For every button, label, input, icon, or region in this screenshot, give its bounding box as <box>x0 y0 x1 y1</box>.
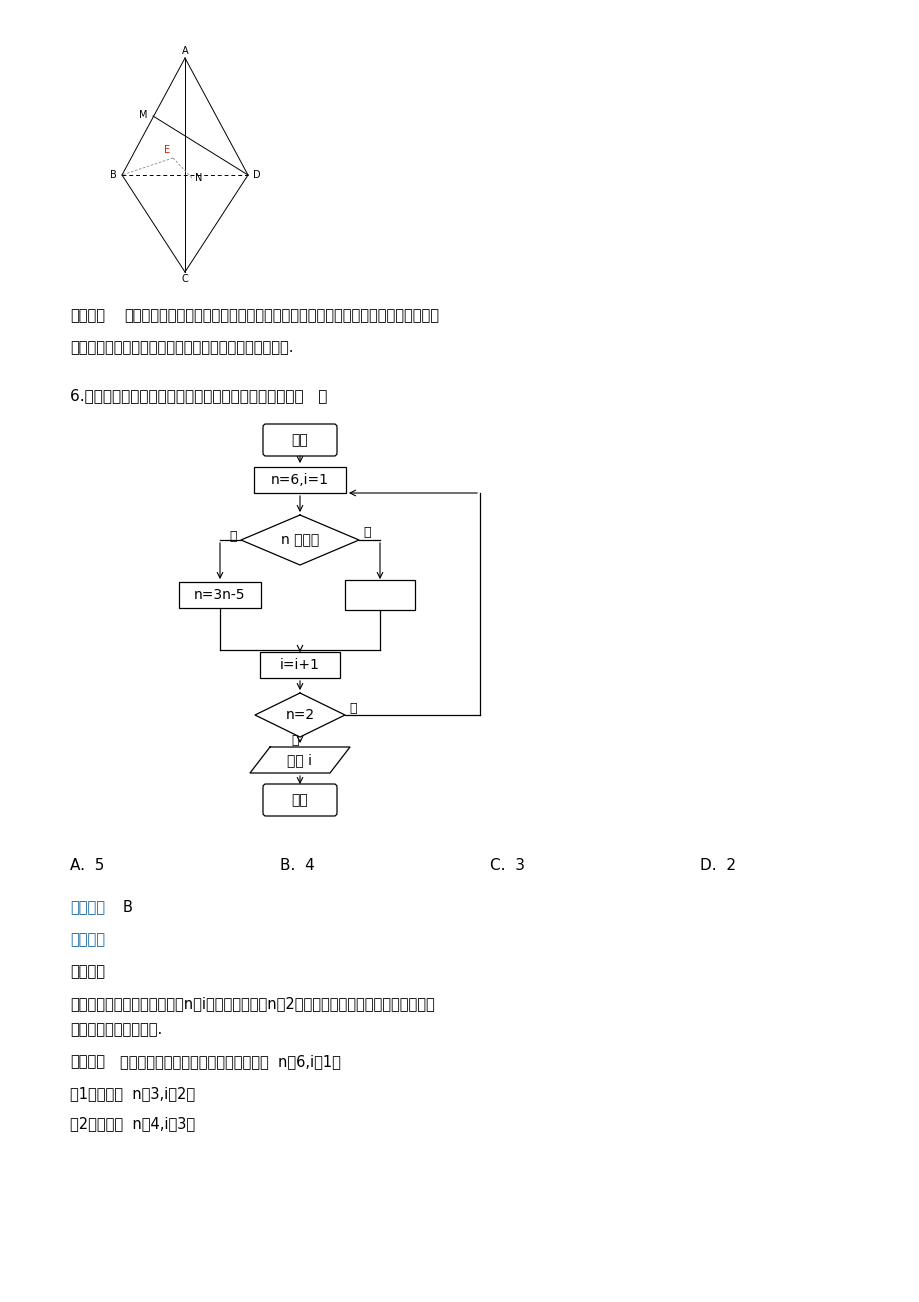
Text: E: E <box>164 145 170 155</box>
Text: n=3n-5: n=3n-5 <box>194 589 245 602</box>
Bar <box>345 579 414 611</box>
Text: 「解析」: 「解析」 <box>70 932 105 947</box>
Text: 2: 2 <box>383 595 391 608</box>
Bar <box>179 582 261 608</box>
Text: 输出 i: 输出 i <box>287 753 312 767</box>
Text: D: D <box>253 171 260 180</box>
Text: 「详解」: 「详解」 <box>70 1055 105 1069</box>
Text: 第1次循环：  n＝3,i＝2；: 第1次循环： n＝3,i＝2； <box>70 1086 195 1101</box>
Text: 出结果，即可得到答案.: 出结果，即可得到答案. <box>70 1022 162 1036</box>
Text: 关系，考查运算求解能力，考查数形结合思想，是基础题.: 关系，考查运算求解能力，考查数形结合思想，是基础题. <box>70 340 293 355</box>
FancyBboxPatch shape <box>263 784 336 816</box>
Text: C.  3: C. 3 <box>490 858 525 874</box>
FancyBboxPatch shape <box>263 424 336 456</box>
Text: A.  5: A. 5 <box>70 858 104 874</box>
Text: 6.若某程序框图如图所示，则该程序运行后输出的値是（   ）: 6.若某程序框图如图所示，则该程序运行后输出的値是（ ） <box>70 388 327 404</box>
Text: 模拟执行循环结构的程序得到n与i的値，计算得到n＝2时满足判断框的条件，退出循环，输: 模拟执行循环结构的程序得到n与i的値，计算得到n＝2时满足判断框的条件，退出循环… <box>70 996 435 1010</box>
Text: N: N <box>195 173 202 184</box>
Text: n: n <box>383 581 391 594</box>
Text: B: B <box>123 900 132 915</box>
Text: B: B <box>110 171 117 180</box>
Text: i=i+1: i=i+1 <box>279 658 320 672</box>
Polygon shape <box>255 693 345 737</box>
Text: 否: 否 <box>363 526 370 539</box>
Bar <box>254 467 346 493</box>
Text: 否: 否 <box>348 703 357 716</box>
Text: 开始: 开始 <box>291 434 308 447</box>
Text: A: A <box>181 46 188 56</box>
Polygon shape <box>241 516 358 565</box>
Text: 结束: 结束 <box>291 793 308 807</box>
Text: n=2: n=2 <box>285 708 314 723</box>
Text: 模拟执行循环结构的程序框图，可得：  n＝6,i＝1，: 模拟执行循环结构的程序框图，可得： n＝6,i＝1， <box>119 1055 341 1069</box>
Text: 是: 是 <box>291 734 299 747</box>
Text: n 是奇数: n 是奇数 <box>280 533 319 547</box>
Text: n=6,i=1: n=6,i=1 <box>271 473 329 487</box>
Polygon shape <box>250 747 349 773</box>
Text: D.  2: D. 2 <box>699 858 735 874</box>
Text: n=: n= <box>359 585 378 598</box>
Text: 「答案」: 「答案」 <box>70 900 105 915</box>
Text: M: M <box>140 109 148 120</box>
Text: B.  4: B. 4 <box>279 858 314 874</box>
Text: 「点睛」: 「点睛」 <box>70 309 105 323</box>
Bar <box>260 652 340 678</box>
Text: 第2次循环：  n＝4,i＝3；: 第2次循环： n＝4,i＝3； <box>70 1116 195 1131</box>
Text: C: C <box>181 273 188 284</box>
Text: 「分析」: 「分析」 <box>70 963 105 979</box>
Text: 是: 是 <box>229 530 237 543</box>
Text: 本题考查异面直线所成角的余弦値的求法，考查空间中线线、线面、面面间的位置: 本题考查异面直线所成角的余弦値的求法，考查空间中线线、线面、面面间的位置 <box>124 309 438 323</box>
